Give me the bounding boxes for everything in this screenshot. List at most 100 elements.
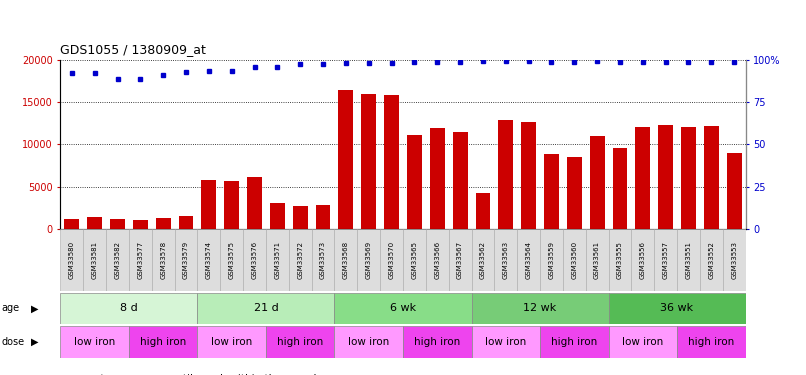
FancyBboxPatch shape (197, 326, 266, 358)
Text: high iron: high iron (551, 337, 597, 347)
Bar (681, 127, 696, 229)
Text: GSM33568: GSM33568 (343, 241, 349, 279)
Bar (567, 157, 582, 229)
Bar (339, 90, 353, 229)
FancyBboxPatch shape (563, 229, 586, 291)
Text: percentile rank within the sample: percentile rank within the sample (147, 374, 323, 375)
Bar (110, 219, 125, 229)
Text: GSM33571: GSM33571 (274, 241, 280, 279)
Text: GSM33578: GSM33578 (160, 241, 166, 279)
FancyBboxPatch shape (609, 229, 631, 291)
Text: 12 wk: 12 wk (523, 303, 557, 313)
FancyBboxPatch shape (723, 229, 746, 291)
Bar (156, 218, 171, 229)
Text: GSM33552: GSM33552 (708, 241, 714, 279)
Text: GSM33565: GSM33565 (411, 241, 418, 279)
FancyBboxPatch shape (654, 229, 677, 291)
Text: ■: ■ (133, 372, 145, 375)
FancyBboxPatch shape (129, 229, 152, 291)
FancyBboxPatch shape (175, 229, 197, 291)
Bar (202, 180, 216, 229)
Text: GSM33557: GSM33557 (663, 241, 669, 279)
FancyBboxPatch shape (517, 229, 540, 291)
Text: high iron: high iron (688, 337, 734, 347)
FancyBboxPatch shape (334, 229, 357, 291)
FancyBboxPatch shape (197, 229, 220, 291)
FancyBboxPatch shape (609, 292, 746, 324)
Text: GSM33581: GSM33581 (92, 241, 98, 279)
Bar (361, 94, 376, 229)
Text: GSM33573: GSM33573 (320, 241, 326, 279)
Bar (270, 202, 285, 229)
Text: dose: dose (2, 337, 25, 347)
FancyBboxPatch shape (334, 326, 403, 358)
FancyBboxPatch shape (631, 229, 654, 291)
Text: high iron: high iron (140, 337, 186, 347)
Bar (521, 122, 536, 229)
Text: GSM33559: GSM33559 (548, 241, 555, 279)
Text: ■: ■ (60, 372, 73, 375)
Text: 6 wk: 6 wk (390, 303, 416, 313)
Text: GSM33582: GSM33582 (114, 241, 121, 279)
Text: GSM33572: GSM33572 (297, 241, 303, 279)
Text: GSM33567: GSM33567 (457, 241, 463, 279)
Text: GSM33561: GSM33561 (594, 241, 600, 279)
Text: low iron: low iron (211, 337, 252, 347)
FancyBboxPatch shape (586, 229, 609, 291)
FancyBboxPatch shape (152, 229, 175, 291)
FancyBboxPatch shape (60, 292, 197, 324)
Text: low iron: low iron (74, 337, 115, 347)
FancyBboxPatch shape (426, 229, 449, 291)
Text: 21 d: 21 d (254, 303, 278, 313)
Bar (704, 126, 719, 229)
Text: GSM33562: GSM33562 (480, 241, 486, 279)
FancyBboxPatch shape (472, 229, 494, 291)
FancyBboxPatch shape (266, 326, 334, 358)
Text: ▶: ▶ (31, 303, 38, 313)
FancyBboxPatch shape (472, 292, 609, 324)
FancyBboxPatch shape (312, 229, 334, 291)
FancyBboxPatch shape (129, 326, 197, 358)
FancyBboxPatch shape (60, 229, 83, 291)
FancyBboxPatch shape (243, 229, 266, 291)
FancyBboxPatch shape (700, 229, 723, 291)
FancyBboxPatch shape (83, 229, 106, 291)
FancyBboxPatch shape (266, 229, 289, 291)
Text: GSM33579: GSM33579 (183, 241, 189, 279)
FancyBboxPatch shape (334, 292, 472, 324)
FancyBboxPatch shape (403, 326, 472, 358)
Bar (544, 154, 559, 229)
FancyBboxPatch shape (449, 229, 472, 291)
FancyBboxPatch shape (197, 292, 334, 324)
Bar (453, 132, 467, 229)
Bar (590, 136, 604, 229)
Bar (247, 177, 262, 229)
FancyBboxPatch shape (540, 229, 563, 291)
Bar (613, 148, 627, 229)
FancyBboxPatch shape (357, 229, 380, 291)
Text: high iron: high iron (414, 337, 460, 347)
Text: ▶: ▶ (31, 337, 38, 347)
Bar (498, 120, 513, 229)
Text: age: age (2, 303, 19, 313)
Bar (430, 128, 445, 229)
FancyBboxPatch shape (677, 326, 746, 358)
Bar (384, 95, 399, 229)
FancyBboxPatch shape (609, 326, 677, 358)
Text: GSM33564: GSM33564 (526, 241, 532, 279)
FancyBboxPatch shape (677, 229, 700, 291)
FancyBboxPatch shape (289, 229, 312, 291)
Bar (87, 217, 102, 229)
FancyBboxPatch shape (106, 229, 129, 291)
Text: GSM33560: GSM33560 (571, 241, 577, 279)
Bar (407, 135, 422, 229)
Bar (179, 216, 193, 229)
Bar (224, 181, 239, 229)
Text: GSM33575: GSM33575 (229, 241, 235, 279)
Text: GSM33553: GSM33553 (731, 241, 737, 279)
Text: GSM33570: GSM33570 (388, 241, 395, 279)
Text: GSM33551: GSM33551 (685, 241, 692, 279)
Bar (476, 194, 490, 229)
Text: GSM33577: GSM33577 (137, 241, 143, 279)
FancyBboxPatch shape (220, 229, 243, 291)
